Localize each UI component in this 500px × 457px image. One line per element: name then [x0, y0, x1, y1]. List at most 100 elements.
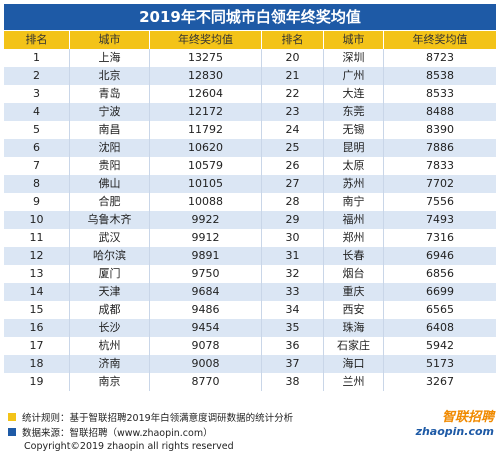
- cell: 6856: [426, 267, 454, 280]
- cell: 佛山: [70, 175, 150, 193]
- header-cell: 城市: [324, 31, 384, 49]
- logo: 智联招聘 zhaopin.com: [416, 406, 494, 438]
- cell: 27: [262, 175, 324, 193]
- cell: 天津: [70, 283, 150, 301]
- cell: 长沙: [70, 319, 150, 337]
- cell: 10620: [150, 139, 262, 157]
- cell: 7886: [426, 141, 454, 154]
- cell: 30: [262, 229, 324, 247]
- table-row: 7 贵阳 10579 26 太原 7833: [4, 157, 496, 175]
- cell: 珠海: [324, 319, 384, 337]
- cell: 南昌: [70, 121, 150, 139]
- header-cell: 年终奖均值: [412, 33, 468, 46]
- cell: 38: [262, 373, 324, 391]
- cell: 17: [4, 337, 70, 355]
- note-row: 统计规则：基于智联招聘2019年白领满意度调研数据的统计分析: [8, 410, 293, 424]
- cell: 10105: [150, 175, 262, 193]
- cell: 18: [4, 355, 70, 373]
- cell: 南京: [70, 373, 150, 391]
- logo-name: 智联招聘: [441, 410, 494, 425]
- table-row: 16 长沙 9454 35 珠海 6408: [4, 319, 496, 337]
- cell: 6: [4, 139, 70, 157]
- cell: 2: [4, 67, 70, 85]
- cell: 10088: [150, 193, 262, 211]
- table-row: 14 天津 9684 33 重庆 6699: [4, 283, 496, 301]
- cell: 6408: [426, 321, 454, 334]
- cell: 昆明: [324, 139, 384, 157]
- cell: 济南: [70, 355, 150, 373]
- cell: 11792: [150, 121, 262, 139]
- cell: 青岛: [70, 85, 150, 103]
- cell: 烟台: [324, 265, 384, 283]
- cell: 无锡: [324, 121, 384, 139]
- cell: 8533: [426, 87, 454, 100]
- cell: 重庆: [324, 283, 384, 301]
- cell: 6946: [426, 249, 454, 262]
- table-row: 6 沈阳 10620 25 昆明 7886: [4, 139, 496, 157]
- cell: 8: [4, 175, 70, 193]
- cell: 宁波: [70, 103, 150, 121]
- cell: 25: [262, 139, 324, 157]
- cell: 9078: [150, 337, 262, 355]
- table-row: 2 北京 12830 21 广州 8538: [4, 67, 496, 85]
- cell: 3267: [426, 375, 454, 388]
- cell: 32: [262, 265, 324, 283]
- cell: 9454: [150, 319, 262, 337]
- cell: 20: [262, 49, 324, 67]
- cell: 武汉: [70, 229, 150, 247]
- table-row: 1 上海 13275 20 深圳 8723: [4, 49, 496, 67]
- header-cell: 排名: [262, 31, 324, 49]
- cell: 12172: [150, 103, 262, 121]
- cell: 7316: [426, 231, 454, 244]
- table-row: 15 成都 9486 34 西安 6565: [4, 301, 496, 319]
- cell: 6565: [426, 303, 454, 316]
- cell: 福州: [324, 211, 384, 229]
- table-row: 13 厦门 9750 32 烟台 6856: [4, 265, 496, 283]
- cell: 7833: [426, 159, 454, 172]
- cell: 5: [4, 121, 70, 139]
- cell: 8488: [426, 105, 454, 118]
- cell: 23: [262, 103, 324, 121]
- cell: 9: [4, 193, 70, 211]
- cell: 9008: [150, 355, 262, 373]
- table-row: 3 青岛 12604 22 大连 8533: [4, 85, 496, 103]
- note: 数据来源：智联招聘（www.zhaopin.com）: [22, 428, 213, 439]
- cell: 南宁: [324, 193, 384, 211]
- header-row: 排名 城市 年终奖均值 排名 城市 年终奖均值: [4, 31, 496, 49]
- cell: 厦门: [70, 265, 150, 283]
- cell: 3: [4, 85, 70, 103]
- logo-url: zhaopin.com: [415, 425, 494, 438]
- cell: 9891: [150, 247, 262, 265]
- cell: 乌鲁木齐: [70, 211, 150, 229]
- cell: 13: [4, 265, 70, 283]
- table-row: 10 乌鲁木齐 9922 29 福州 7493: [4, 211, 496, 229]
- cell: 苏州: [324, 175, 384, 193]
- cell: 1: [4, 49, 70, 67]
- cell: 37: [262, 355, 324, 373]
- title: 2019年不同城市白领年终奖均值: [4, 4, 496, 30]
- cell: 8723: [426, 51, 454, 64]
- table-row: 12 哈尔滨 9891 31 长春 6946: [4, 247, 496, 265]
- cell: 4: [4, 103, 70, 121]
- bullet: [8, 428, 16, 436]
- cell: 29: [262, 211, 324, 229]
- cell: 9922: [150, 211, 262, 229]
- cell: 12604: [150, 85, 262, 103]
- cell: 9486: [150, 301, 262, 319]
- note: 统计规则：基于智联招聘2019年白领满意度调研数据的统计分析: [22, 413, 294, 424]
- cell: 31: [262, 247, 324, 265]
- cell: 广州: [324, 67, 384, 85]
- cell: 12830: [150, 67, 262, 85]
- cell: 6699: [426, 285, 454, 298]
- cell: 13275: [150, 49, 262, 67]
- cell: 北京: [70, 67, 150, 85]
- table-row: 4 宁波 12172 23 东莞 8488: [4, 103, 496, 121]
- cell: 郑州: [324, 229, 384, 247]
- cell: 12: [4, 247, 70, 265]
- cell: 沈阳: [70, 139, 150, 157]
- cell: 21: [262, 67, 324, 85]
- cell: 贵阳: [70, 157, 150, 175]
- table-row: 18 济南 9008 37 海口 5173: [4, 355, 496, 373]
- cell: 太原: [324, 157, 384, 175]
